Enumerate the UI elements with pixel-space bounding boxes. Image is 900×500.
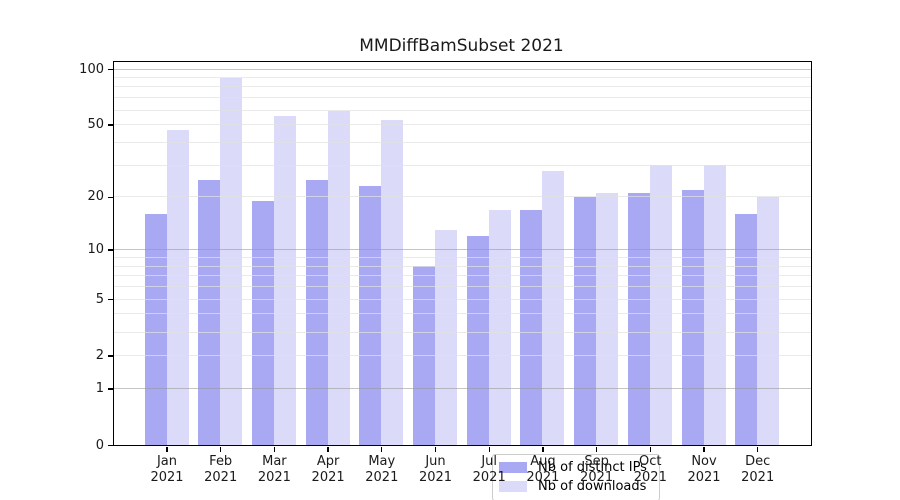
x-tick-label-jul: Jul 2021 xyxy=(472,454,506,485)
x-tick-label-apr: Apr 2021 xyxy=(311,454,345,485)
y-tick-1 xyxy=(108,388,113,390)
gridline-minor-5 xyxy=(114,298,811,300)
gridline-minor-3 xyxy=(114,331,811,333)
y-tick-5 xyxy=(108,298,113,301)
x-tick-label-sep: Sep 2021 xyxy=(580,454,614,485)
x-tick-label-may: May 2021 xyxy=(365,454,399,485)
y-tick-2 xyxy=(108,355,113,357)
x-tick-dec xyxy=(757,447,759,452)
gridline-major-1 xyxy=(114,388,811,389)
bar-downloads-nov xyxy=(703,165,726,445)
bars-layer xyxy=(114,62,811,445)
y-tick-label-20: 20 xyxy=(87,189,104,205)
legend-label-downloads: Nb of downloads xyxy=(538,479,647,494)
x-tick-aug xyxy=(542,447,544,452)
gridline-minor-2 xyxy=(114,355,811,356)
y-tick-10 xyxy=(108,249,113,251)
gridline-minor-40 xyxy=(114,141,811,143)
bar-distinct-ips-oct xyxy=(627,193,650,445)
bar-distinct-ips-may xyxy=(359,186,382,445)
y-tick-label-100: 100 xyxy=(79,61,104,77)
x-tick-label-nov: Nov 2021 xyxy=(687,454,721,485)
gridline-minor-20 xyxy=(114,196,811,198)
legend-row-distinct-ips: Nb of distinct IPs xyxy=(499,460,647,475)
legend: Nb of distinct IPs Nb of downloads xyxy=(492,454,660,500)
bar-downloads-jun xyxy=(435,230,457,445)
y-tick-label-0: 0 xyxy=(95,437,104,453)
x-tick-label-mar: Mar 2021 xyxy=(257,454,291,485)
bar-downloads-dec xyxy=(757,196,780,445)
y-tick-20 xyxy=(108,196,113,199)
bar-downloads-aug xyxy=(542,170,565,445)
x-tick-label-feb: Feb 2021 xyxy=(204,454,238,485)
x-tick-nov xyxy=(703,447,705,452)
bar-distinct-ips-mar xyxy=(251,200,274,445)
bar-downloads-oct xyxy=(649,165,672,445)
x-tick-label-aug: Aug 2021 xyxy=(526,454,560,485)
bar-downloads-may xyxy=(381,120,404,445)
x-tick-jul xyxy=(488,447,490,452)
y-tick-label-1: 1 xyxy=(95,381,104,396)
x-tick-apr xyxy=(327,447,329,452)
gridline-minor-30 xyxy=(114,164,811,166)
x-tick-label-jun: Jun 2021 xyxy=(418,454,453,485)
y-tick-label-50: 50 xyxy=(87,117,104,133)
grid-layer xyxy=(114,62,811,445)
bar-distinct-ips-feb xyxy=(198,179,221,445)
gridline-minor-60 xyxy=(114,109,811,111)
x-tick-jun xyxy=(434,447,437,452)
y-tick-label-10: 10 xyxy=(87,242,104,258)
bar-downloads-sep xyxy=(596,193,619,445)
bar-distinct-ips-apr xyxy=(305,179,328,445)
gridline-major-100 xyxy=(114,68,811,70)
x-tick-mar xyxy=(273,447,276,452)
x-tick-may xyxy=(381,447,383,452)
bar-downloads-apr xyxy=(327,111,350,445)
chart-title: MMDiffBamSubset 2021 xyxy=(359,36,564,56)
gridline-major-10 xyxy=(114,249,811,251)
x-tick-sep xyxy=(595,447,598,452)
bar-distinct-ips-jul xyxy=(466,236,489,445)
bar-downloads-feb xyxy=(220,78,243,445)
gridline-minor-80 xyxy=(114,86,811,88)
bar-distinct-ips-dec xyxy=(735,214,758,445)
y-tick-label-2: 2 xyxy=(95,348,104,363)
bar-distinct-ips-aug xyxy=(520,209,543,445)
x-tick-label-oct: Oct 2021 xyxy=(633,454,667,485)
legend-swatch-distinct-ips xyxy=(499,462,527,473)
bar-distinct-ips-sep xyxy=(574,196,597,445)
gridline-minor-6 xyxy=(114,285,811,287)
gridline-minor-50 xyxy=(114,124,811,126)
y-tick-label-5: 5 xyxy=(95,291,104,307)
bar-downloads-mar xyxy=(273,115,296,445)
bar-downloads-jul xyxy=(488,209,511,445)
x-tick-feb xyxy=(220,447,222,452)
plot-area: Nb of distinct IPs Nb of downloads xyxy=(113,61,812,500)
y-tick-100 xyxy=(108,68,113,71)
bar-downloads-jan xyxy=(166,129,189,445)
y-tick-50 xyxy=(108,124,113,126)
legend-swatch-downloads xyxy=(499,481,527,492)
x-tick-label-jan: Jan 2021 xyxy=(150,454,184,485)
gridline-minor-90 xyxy=(114,77,811,78)
gridline-minor-7 xyxy=(114,275,811,277)
legend-row-downloads: Nb of downloads xyxy=(499,479,647,494)
y-tick-0 xyxy=(108,444,113,447)
bar-distinct-ips-jan xyxy=(144,214,167,445)
gridline-minor-9 xyxy=(114,256,811,258)
legend-label-distinct-ips: Nb of distinct IPs xyxy=(538,460,647,475)
x-tick-jan xyxy=(166,447,168,452)
gridline-minor-8 xyxy=(114,265,811,267)
gridline-minor-70 xyxy=(114,97,811,99)
x-tick-label-dec: Dec 2021 xyxy=(741,454,775,485)
bar-distinct-ips-nov xyxy=(681,189,704,445)
x-tick-oct xyxy=(649,447,651,452)
gridline-minor-4 xyxy=(114,313,811,315)
